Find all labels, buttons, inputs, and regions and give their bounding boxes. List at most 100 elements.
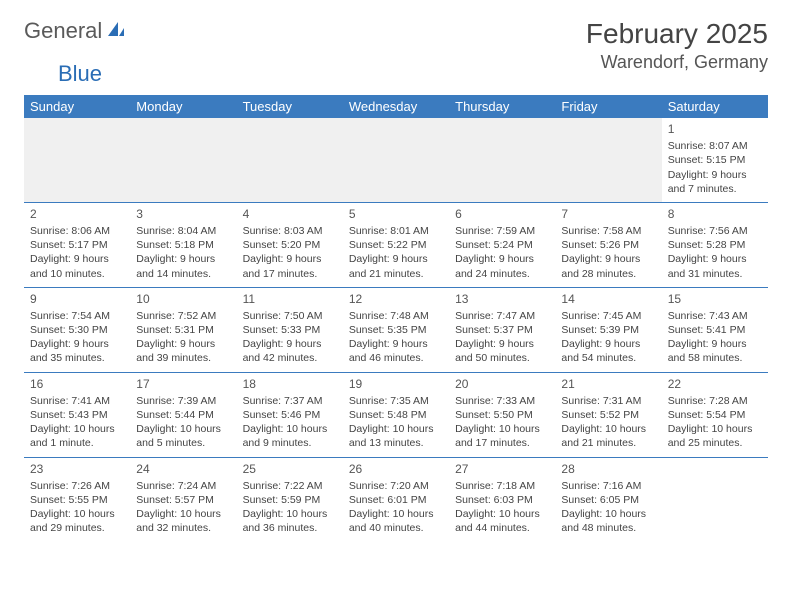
logo-text-blue: Blue (58, 61, 102, 86)
daylight-text: Daylight: 9 hours and 24 minutes. (455, 252, 549, 280)
day-header: Wednesday (343, 95, 449, 118)
calendar-cell: 4Sunrise: 8:03 AMSunset: 5:20 PMDaylight… (237, 202, 343, 287)
day-header: Monday (130, 95, 236, 118)
day-header-row: Sunday Monday Tuesday Wednesday Thursday… (24, 95, 768, 118)
calendar-cell (449, 118, 555, 202)
day-header: Sunday (24, 95, 130, 118)
sunrise-text: Sunrise: 7:56 AM (668, 224, 762, 238)
day-number: 23 (30, 461, 124, 477)
calendar-cell: 13Sunrise: 7:47 AMSunset: 5:37 PMDayligh… (449, 287, 555, 372)
day-number: 10 (136, 291, 230, 307)
daylight-text: Daylight: 9 hours and 54 minutes. (561, 337, 655, 365)
sunset-text: Sunset: 5:24 PM (455, 238, 549, 252)
daylight-text: Daylight: 9 hours and 14 minutes. (136, 252, 230, 280)
sunrise-text: Sunrise: 8:04 AM (136, 224, 230, 238)
sunrise-text: Sunrise: 7:52 AM (136, 309, 230, 323)
day-number: 11 (243, 291, 337, 307)
sunrise-text: Sunrise: 7:54 AM (30, 309, 124, 323)
daylight-text: Daylight: 10 hours and 9 minutes. (243, 422, 337, 450)
daylight-text: Daylight: 9 hours and 46 minutes. (349, 337, 443, 365)
calendar-cell: 28 Sunrise: 7:16 AMSunset: 6:05 PMDayligh… (555, 457, 661, 541)
sunset-text: Sunset: 5:43 PM (30, 408, 124, 422)
day-header: Friday (555, 95, 661, 118)
daylight-text: Daylight: 9 hours and 58 minutes. (668, 337, 762, 365)
sunset-text: Sunset: 5:41 PM (668, 323, 762, 337)
day-number: 20 (455, 376, 549, 392)
day-number: 21 (561, 376, 655, 392)
calendar-cell: 6 Sunrise: 7:59 AMSunset: 5:24 PMDaylight… (449, 202, 555, 287)
day-header: Saturday (662, 95, 768, 118)
sunset-text: Sunset: 5:46 PM (243, 408, 337, 422)
calendar-cell: 7Sunrise: 7:58 AMSunset: 5:26 PMDaylight… (555, 202, 661, 287)
sunset-text: Sunset: 5:59 PM (243, 493, 337, 507)
calendar-row: 1Sunrise: 8:07 AMSunset: 5:15 PMDaylight… (24, 118, 768, 202)
sunset-text: Sunset: 6:03 PM (455, 493, 549, 507)
day-number: 4 (243, 206, 337, 222)
calendar-row: 23Sunrise: 7:26 AMSunset: 5:55 PMDayligh… (24, 457, 768, 541)
daylight-text: Daylight: 9 hours and 7 minutes. (668, 168, 762, 196)
daylight-text: Daylight: 9 hours and 50 minutes. (455, 337, 549, 365)
calendar-cell: 25Sunrise: 7:22 AMSunset: 5:59 PMDayligh… (237, 457, 343, 541)
sunset-text: Sunset: 5:37 PM (455, 323, 549, 337)
daylight-text: Daylight: 10 hours and 13 minutes. (349, 422, 443, 450)
day-number: 6 (455, 206, 549, 222)
calendar-cell: 21Sunrise: 7:31 AMSunset: 5:52 PMDayligh… (555, 372, 661, 457)
sunrise-text: Sunrise: 8:03 AM (243, 224, 337, 238)
calendar-table: Sunday Monday Tuesday Wednesday Thursday… (24, 95, 768, 541)
daylight-text: Daylight: 9 hours and 10 minutes. (30, 252, 124, 280)
daylight-text: Daylight: 10 hours and 36 minutes. (243, 507, 337, 535)
calendar-cell: 22Sunrise: 7:28 AMSunset: 5:54 PMDayligh… (662, 372, 768, 457)
calendar-row: 16Sunrise: 7:41 AMSunset: 5:43 PMDayligh… (24, 372, 768, 457)
calendar-cell: 16Sunrise: 7:41 AMSunset: 5:43 PMDayligh… (24, 372, 130, 457)
daylight-text: Daylight: 10 hours and 48 minutes. (561, 507, 655, 535)
sunrise-text: Sunrise: 7:16 AM (561, 479, 655, 493)
sunset-text: Sunset: 5:52 PM (561, 408, 655, 422)
sunrise-text: Sunrise: 7:59 AM (455, 224, 549, 238)
calendar-cell: 15Sunrise: 7:43 AMSunset: 5:41 PMDayligh… (662, 287, 768, 372)
sunrise-text: Sunrise: 8:01 AM (349, 224, 443, 238)
sunset-text: Sunset: 5:20 PM (243, 238, 337, 252)
sail-icon (106, 20, 126, 43)
daylight-text: Daylight: 9 hours and 39 minutes. (136, 337, 230, 365)
sunrise-text: Sunrise: 7:47 AM (455, 309, 549, 323)
daylight-text: Daylight: 9 hours and 35 minutes. (30, 337, 124, 365)
calendar-cell: 26Sunrise: 7:20 AMSunset: 6:01 PMDayligh… (343, 457, 449, 541)
sunset-text: Sunset: 5:33 PM (243, 323, 337, 337)
sunset-text: Sunset: 5:30 PM (30, 323, 124, 337)
calendar-cell: 11Sunrise: 7:50 AMSunset: 5:33 PMDayligh… (237, 287, 343, 372)
sunrise-text: Sunrise: 8:06 AM (30, 224, 124, 238)
sunset-text: Sunset: 5:44 PM (136, 408, 230, 422)
daylight-text: Daylight: 10 hours and 32 minutes. (136, 507, 230, 535)
sunrise-text: Sunrise: 7:39 AM (136, 394, 230, 408)
daylight-text: Daylight: 10 hours and 5 minutes. (136, 422, 230, 450)
day-number: 22 (668, 376, 762, 392)
day-number: 26 (349, 461, 443, 477)
calendar-cell: 10 Sunrise: 7:52 AMSunset: 5:31 PMDayligh… (130, 287, 236, 372)
sunrise-text: Sunrise: 7:18 AM (455, 479, 549, 493)
calendar-cell: 2Sunrise: 8:06 AMSunset: 5:17 PMDaylight… (24, 202, 130, 287)
sunrise-text: Sunrise: 7:33 AM (455, 394, 549, 408)
sunset-text: Sunset: 5:48 PM (349, 408, 443, 422)
sunrise-text: Sunrise: 8:07 AM (668, 139, 762, 153)
daylight-text: Daylight: 9 hours and 42 minutes. (243, 337, 337, 365)
day-number: 14 (561, 291, 655, 307)
sunrise-text: Sunrise: 7:37 AM (243, 394, 337, 408)
day-header: Tuesday (237, 95, 343, 118)
daylight-text: Daylight: 10 hours and 29 minutes. (30, 507, 124, 535)
day-number: 28 (561, 461, 655, 477)
daylight-text: Daylight: 9 hours and 28 minutes. (561, 252, 655, 280)
sunset-text: Sunset: 5:31 PM (136, 323, 230, 337)
calendar-cell (555, 118, 661, 202)
sunrise-text: Sunrise: 7:58 AM (561, 224, 655, 238)
sunset-text: Sunset: 6:05 PM (561, 493, 655, 507)
sunset-text: Sunset: 6:01 PM (349, 493, 443, 507)
sunrise-text: Sunrise: 7:24 AM (136, 479, 230, 493)
calendar-cell: 17Sunrise: 7:39 AMSunset: 5:44 PMDayligh… (130, 372, 236, 457)
day-number: 15 (668, 291, 762, 307)
calendar-cell (662, 457, 768, 541)
logo-text-general: General (24, 18, 102, 44)
sunset-text: Sunset: 5:17 PM (30, 238, 124, 252)
calendar-cell: 27Sunrise: 7:18 AMSunset: 6:03 PMDayligh… (449, 457, 555, 541)
calendar-cell (24, 118, 130, 202)
sunrise-text: Sunrise: 7:45 AM (561, 309, 655, 323)
